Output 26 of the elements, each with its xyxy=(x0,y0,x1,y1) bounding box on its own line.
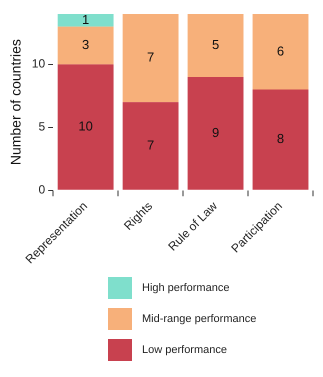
x-tick-label: Rule of Law xyxy=(165,198,220,254)
data-label: 9 xyxy=(212,124,220,140)
data-label: 5 xyxy=(212,37,220,52)
data-label: 3 xyxy=(82,37,90,52)
data-label: 10 xyxy=(78,118,93,134)
bar xyxy=(252,14,308,90)
data-label: 7 xyxy=(146,138,154,153)
y-tick-label: 10 xyxy=(32,56,46,71)
bar xyxy=(122,102,179,190)
data-label: 6 xyxy=(276,43,284,58)
bar xyxy=(58,26,114,64)
bar xyxy=(252,90,308,190)
data-label: 7 xyxy=(146,50,154,65)
legend-label: High performance xyxy=(142,282,230,294)
legend-label: Low performance xyxy=(142,344,227,356)
bar xyxy=(188,14,244,77)
bar xyxy=(122,14,179,102)
data-label: 1 xyxy=(82,12,90,27)
bar xyxy=(58,14,114,27)
bar xyxy=(188,76,244,190)
bar xyxy=(58,64,114,190)
y-tick-label: 5 xyxy=(38,120,46,134)
legend-label: Mid-range performance xyxy=(142,312,256,324)
y-axis-title: Number of countries xyxy=(7,39,24,166)
data-label: 8 xyxy=(276,131,284,146)
y-tick-label: 0 xyxy=(38,182,46,197)
